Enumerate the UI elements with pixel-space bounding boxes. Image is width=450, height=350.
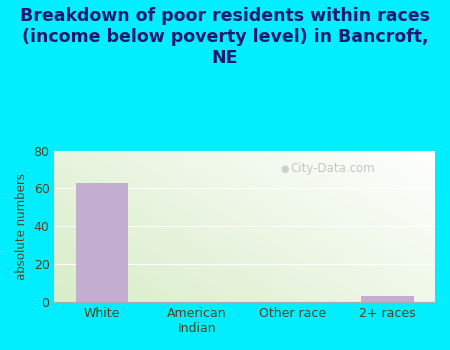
Bar bbox=[76, 183, 128, 302]
Bar bbox=[361, 296, 414, 302]
Y-axis label: absolute numbers: absolute numbers bbox=[15, 173, 28, 280]
Text: Breakdown of poor residents within races
(income below poverty level) in Bancrof: Breakdown of poor residents within races… bbox=[20, 7, 430, 66]
Text: ●: ● bbox=[280, 164, 289, 174]
Text: City-Data.com: City-Data.com bbox=[290, 162, 374, 175]
